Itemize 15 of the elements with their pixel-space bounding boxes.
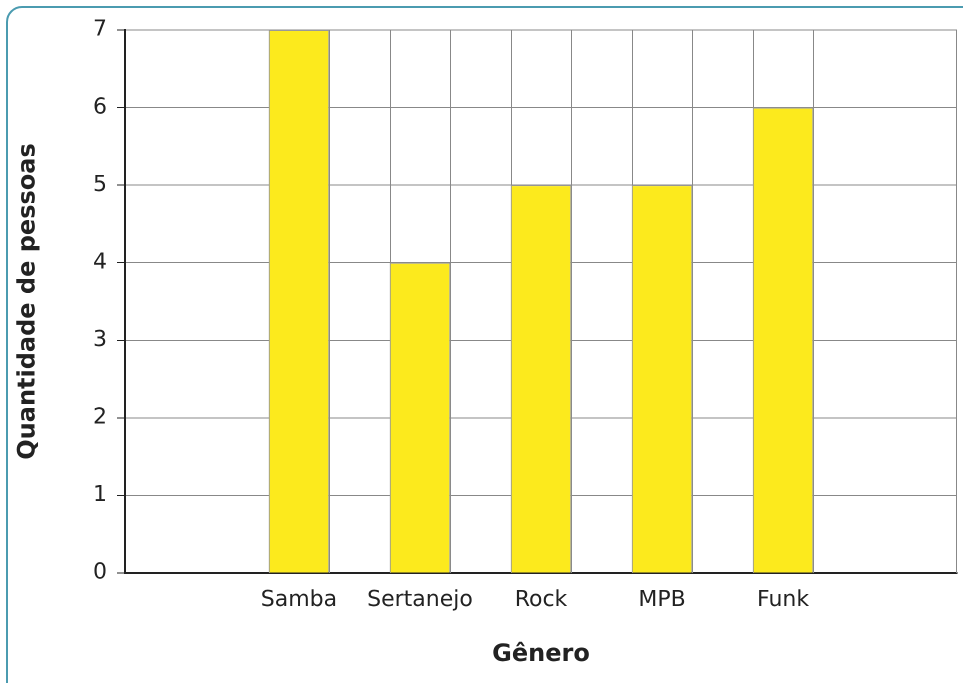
x-axis-title: Gênero — [492, 638, 590, 667]
y-axis-title: Quantidade de pessoas — [12, 143, 41, 460]
y-tick-label: 3 — [93, 327, 107, 352]
x-tick-label: Rock — [514, 586, 568, 612]
y-tick-label: 6 — [93, 94, 107, 120]
x-tick-label: Funk — [756, 586, 810, 612]
y-tick-label: 1 — [93, 482, 107, 508]
y-tick-label: 7 — [93, 16, 107, 42]
y-tick-label: 2 — [93, 404, 107, 430]
y-tick-label: 4 — [93, 249, 107, 274]
x-tick-label: MPB — [638, 586, 686, 612]
x-tick-label: Sertanejo — [367, 586, 473, 612]
x-tick-label: Samba — [260, 586, 338, 612]
y-tick-label: 0 — [93, 560, 107, 585]
y-tick-label: 5 — [93, 172, 107, 197]
